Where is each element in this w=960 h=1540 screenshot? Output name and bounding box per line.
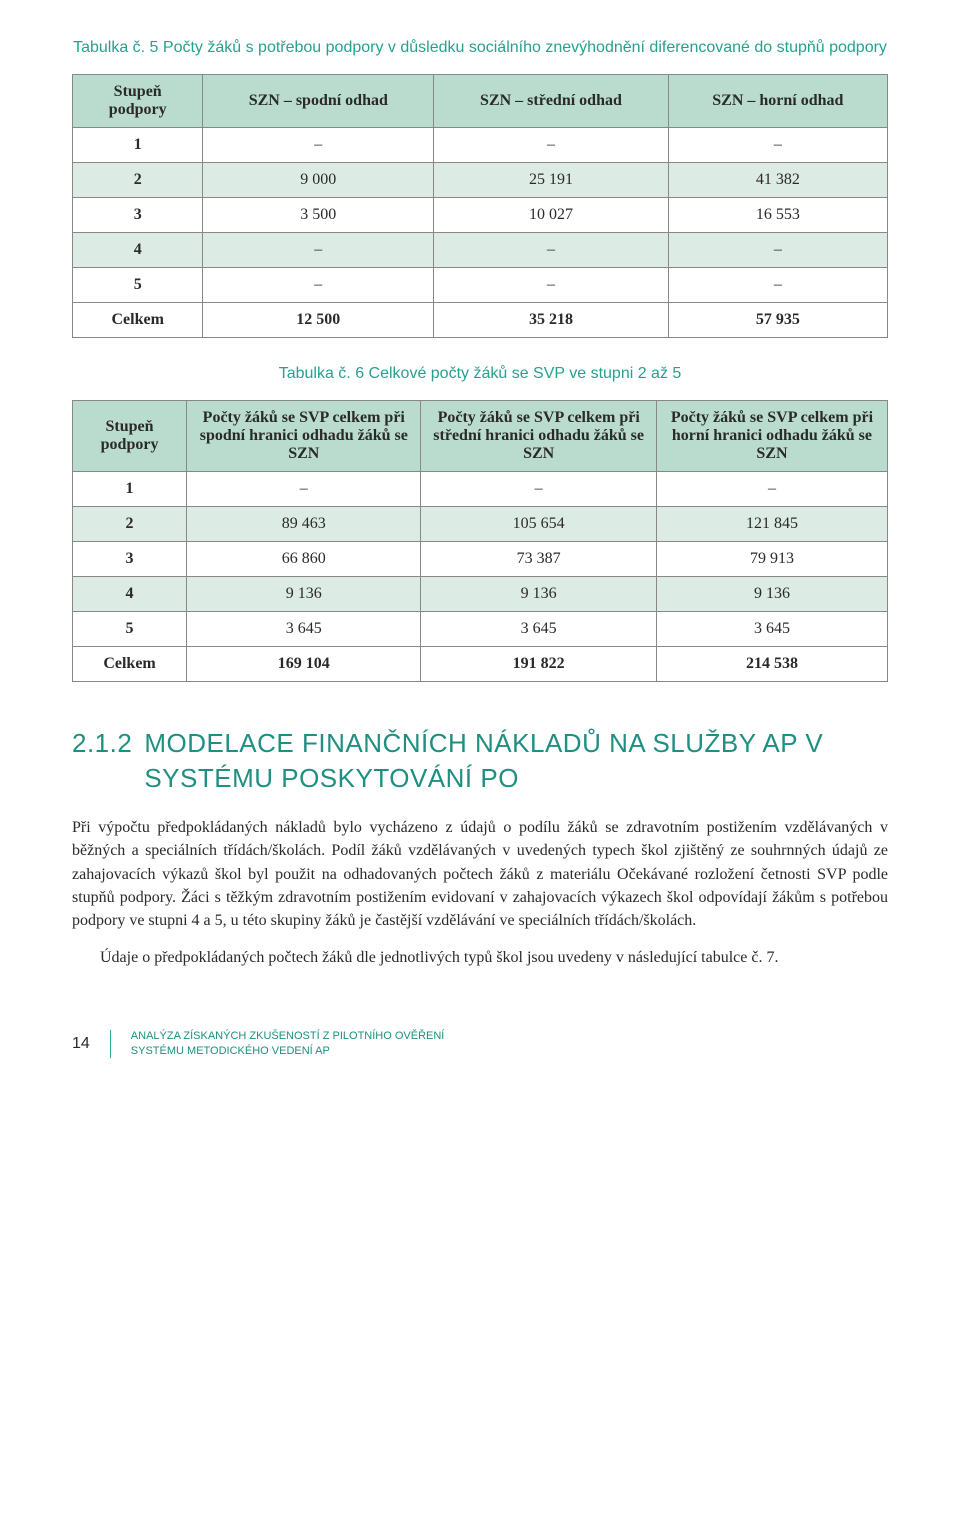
table-cell: 57 935	[668, 303, 887, 338]
table-header-cell: SZN – střední odhad	[434, 75, 669, 128]
table-row: 4–––	[73, 233, 888, 268]
table-cell: 10 027	[434, 198, 669, 233]
table-row: Celkem12 50035 21857 935	[73, 303, 888, 338]
table-cell: –	[203, 128, 434, 163]
table6: Stupeň podporyPočty žáků se SVP celkem p…	[72, 400, 888, 682]
table-cell: –	[668, 128, 887, 163]
table-cell: –	[203, 233, 434, 268]
table-cell: 12 500	[203, 303, 434, 338]
footer-text: ANALÝZA ZÍSKANÝCH ZKUŠENOSTÍ Z PILOTNÍHO…	[131, 1029, 445, 1059]
table-row: 33 50010 02716 553	[73, 198, 888, 233]
table-cell: 2	[73, 507, 187, 542]
table-cell: 4	[73, 233, 203, 268]
table-row: 1–––	[73, 128, 888, 163]
footer-separator	[110, 1030, 111, 1058]
table-header-cell: SZN – horní odhad	[668, 75, 887, 128]
table-row: 49 1369 1369 136	[73, 577, 888, 612]
section-number: 2.1.2	[72, 726, 132, 761]
table-cell: 3 500	[203, 198, 434, 233]
table-cell: 5	[73, 612, 187, 647]
table-header-cell: Počty žáků se SVP celkem při střední hra…	[421, 401, 656, 472]
table-cell: 35 218	[434, 303, 669, 338]
table-cell: –	[434, 268, 669, 303]
table-header-cell: Stupeň podpory	[73, 401, 187, 472]
table-cell: 25 191	[434, 163, 669, 198]
table-header-cell: SZN – spodní odhad	[203, 75, 434, 128]
table-cell: –	[203, 268, 434, 303]
table-row: 366 86073 38779 913	[73, 542, 888, 577]
table-cell: 9 000	[203, 163, 434, 198]
table-header-cell: Počty žáků se SVP celkem při spodní hran…	[187, 401, 421, 472]
table-cell: 66 860	[187, 542, 421, 577]
table-cell: 4	[73, 577, 187, 612]
table-cell: 79 913	[656, 542, 887, 577]
table-cell: 3	[73, 198, 203, 233]
paragraph-1: Při výpočtu předpokládaných nákladů bylo…	[72, 816, 888, 932]
table-cell: –	[668, 233, 887, 268]
table-cell: 3 645	[656, 612, 887, 647]
table-cell: 169 104	[187, 647, 421, 682]
table-cell: 89 463	[187, 507, 421, 542]
table-cell: –	[668, 268, 887, 303]
page-footer: 14 ANALÝZA ZÍSKANÝCH ZKUŠENOSTÍ Z PILOTN…	[72, 1029, 888, 1059]
table-cell: Celkem	[73, 303, 203, 338]
section-heading: 2.1.2 MODELACE FINANČNÍCH NÁKLADŮ NA SLU…	[72, 726, 888, 796]
table-cell: Celkem	[73, 647, 187, 682]
table-cell: –	[434, 233, 669, 268]
table-row: 29 00025 19141 382	[73, 163, 888, 198]
table-cell: –	[421, 472, 656, 507]
table-cell: –	[187, 472, 421, 507]
table-cell: 5	[73, 268, 203, 303]
table-cell: 1	[73, 472, 187, 507]
section-title: MODELACE FINANČNÍCH NÁKLADŮ NA SLUŽBY AP…	[144, 726, 888, 796]
table-cell: 3	[73, 542, 187, 577]
footer-line-2: SYSTÉMU METODICKÉHO VEDENÍ AP	[131, 1044, 445, 1059]
table-row: 53 6453 6453 645	[73, 612, 888, 647]
table5-caption: Tabulka č. 5 Počty žáků s potřebou podpo…	[72, 36, 888, 60]
table-cell: 9 136	[421, 577, 656, 612]
table-cell: 2	[73, 163, 203, 198]
table-cell: 41 382	[668, 163, 887, 198]
paragraph-2-text: Údaje o předpokládaných počtech žáků dle…	[100, 949, 778, 966]
table-cell: –	[434, 128, 669, 163]
table-row: 289 463105 654121 845	[73, 507, 888, 542]
page-number: 14	[72, 1035, 90, 1053]
table-cell: 214 538	[656, 647, 887, 682]
table-cell: 16 553	[668, 198, 887, 233]
table-row: 5–––	[73, 268, 888, 303]
table-cell: 9 136	[656, 577, 887, 612]
table-cell: –	[656, 472, 887, 507]
table-cell: 105 654	[421, 507, 656, 542]
table-header-cell: Počty žáků se SVP celkem při horní hrani…	[656, 401, 887, 472]
paragraph-2: Údaje o předpokládaných počtech žáků dle…	[72, 946, 888, 969]
table-row: 1–––	[73, 472, 888, 507]
table-cell: 73 387	[421, 542, 656, 577]
table-cell: 191 822	[421, 647, 656, 682]
table-row: Celkem169 104191 822214 538	[73, 647, 888, 682]
footer-line-1: ANALÝZA ZÍSKANÝCH ZKUŠENOSTÍ Z PILOTNÍHO…	[131, 1029, 445, 1044]
table-cell: 1	[73, 128, 203, 163]
table-cell: 3 645	[187, 612, 421, 647]
table-cell: 121 845	[656, 507, 887, 542]
table6-caption: Tabulka č. 6 Celkové počty žáků se SVP v…	[72, 362, 888, 386]
table-cell: 3 645	[421, 612, 656, 647]
table5: Stupeň podporySZN – spodní odhadSZN – st…	[72, 74, 888, 338]
table-cell: 9 136	[187, 577, 421, 612]
table-header-cell: Stupeň podpory	[73, 75, 203, 128]
